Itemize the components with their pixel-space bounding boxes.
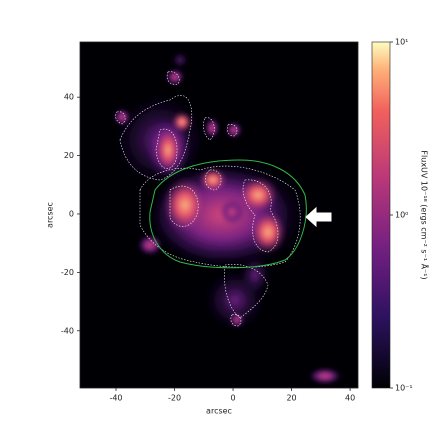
y-tick-label: 20 [64, 151, 74, 160]
x-tick-label: -40 [109, 394, 122, 403]
colorbar-tick-label: 10⁻¹ [395, 384, 413, 393]
x-tick-label: 0 [230, 394, 235, 403]
y-tick-label: -40 [61, 326, 74, 335]
y-tick-label: 40 [64, 93, 74, 102]
plot-frame [79, 41, 359, 389]
x-tick-label: -20 [168, 394, 181, 403]
x-tick-label: 40 [345, 394, 355, 403]
contours [115, 71, 301, 327]
colorbar [371, 41, 391, 389]
aperture-outline [149, 159, 307, 269]
colorbar-label: FluxUV 10⁻¹⁸ (ergs cm⁻² s⁻¹ Å⁻¹) [420, 150, 431, 279]
arrow [305, 206, 332, 228]
colorbar-tick-label: 10¹ [395, 38, 408, 47]
x-axis-label: arcsec [206, 407, 232, 416]
y-tick-label: 0 [69, 209, 74, 218]
y-axis-label: arcsec [46, 202, 55, 228]
y-tick-label: -20 [61, 268, 74, 277]
colorbar-tick-label: 10⁰ [395, 211, 408, 220]
x-tick-label: 20 [286, 394, 296, 403]
emission [114, 52, 341, 384]
